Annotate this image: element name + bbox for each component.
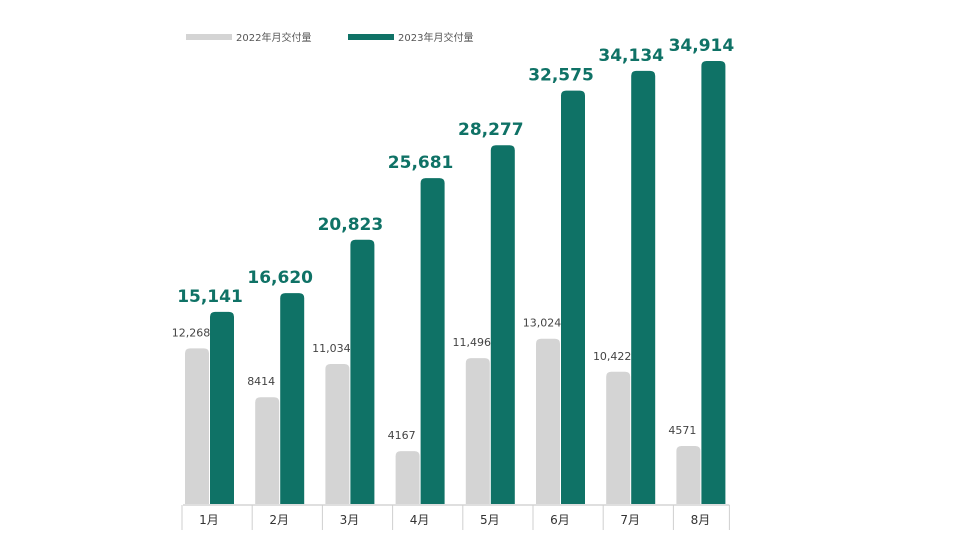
value-label-2023-6: 32,575	[528, 66, 594, 86]
bar-2023-5	[490, 145, 515, 504]
value-label-2022-1: 12,268	[172, 326, 211, 339]
value-labels-group: 12,268 15,141 8414 16,620 11,034 20,823 4167 25…	[172, 36, 735, 442]
bar-2022-3	[325, 363, 350, 504]
value-label-2023-7: 34,134	[598, 46, 664, 66]
x-tick-label-4: 4月	[410, 513, 430, 527]
value-label-2022-7: 10,422	[593, 350, 632, 363]
x-axis: 1月 2月 3月 4月 5月 6月 7月 8月	[181, 504, 730, 530]
legend-swatch-2022	[186, 34, 232, 40]
bar-2022-5	[465, 358, 490, 504]
bar-2022-4	[395, 451, 420, 504]
legend-label-2023: 2023年月交付量	[398, 31, 473, 44]
value-label-2022-4: 4167	[388, 429, 416, 442]
bar-2023-7	[631, 70, 656, 505]
legend-label-2022: 2022年月交付量	[236, 31, 311, 44]
x-tick-label-8: 8月	[691, 513, 711, 527]
value-label-2023-1: 15,141	[177, 287, 243, 307]
bar-2023-2	[280, 293, 305, 504]
value-label-2023-2: 16,620	[247, 268, 313, 288]
value-label-2023-4: 25,681	[388, 153, 454, 173]
value-label-2023-8: 34,914	[669, 36, 735, 56]
bar-2022-7	[606, 371, 631, 504]
legend-swatch-2023	[348, 34, 394, 40]
value-label-2023-5: 28,277	[458, 120, 524, 140]
bar-2023-1	[210, 311, 234, 504]
bar-2022-6	[536, 338, 560, 504]
value-label-2023-3: 20,823	[318, 215, 384, 235]
bar-2022-1	[185, 348, 209, 504]
x-tick-label-7: 7月	[620, 513, 640, 527]
value-label-2022-6: 13,024	[523, 317, 562, 330]
bars-group	[185, 61, 726, 505]
bar-2023-3	[350, 239, 375, 504]
x-tick-label-5: 5月	[480, 513, 500, 527]
x-tick-label-2: 2月	[269, 513, 289, 527]
bar-2023-6	[561, 90, 585, 504]
x-tick-label-6: 6月	[550, 513, 570, 527]
legend: 2022年月交付量 2023年月交付量	[186, 31, 473, 44]
bar-2022-2	[255, 397, 280, 504]
bar-2023-8	[701, 61, 726, 504]
bar-2022-8	[676, 446, 701, 504]
value-label-2022-2: 8414	[247, 375, 275, 388]
x-tick-label-3: 3月	[340, 513, 360, 527]
value-label-2022-8: 4571	[668, 424, 696, 437]
bar-2023-4	[420, 178, 445, 505]
x-tick-label-1: 1月	[199, 513, 219, 527]
value-label-2022-5: 11,496	[453, 336, 492, 349]
value-label-2022-3: 11,034	[312, 342, 351, 355]
